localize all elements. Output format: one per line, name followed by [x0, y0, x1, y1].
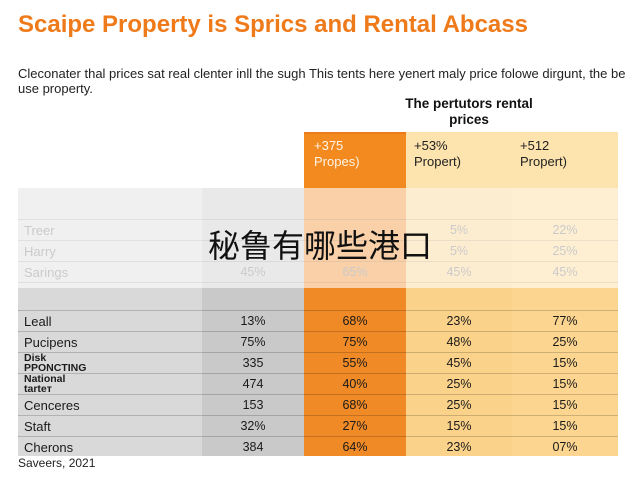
- table-row: Cherons 384 64% 23% 07%: [18, 436, 618, 458]
- table-cell: 15%: [552, 356, 578, 370]
- table-cell: 27%: [342, 419, 368, 433]
- row-label: Pucipens: [24, 335, 78, 350]
- table-row: Cenceres 153 68% 25% 15%: [18, 394, 618, 416]
- table-cell: 75%: [342, 335, 368, 349]
- chart-title: Scaipe Property is Sprics and Rental Abc…: [18, 11, 528, 38]
- source-note: Saveers, 2021: [18, 456, 96, 470]
- table-cell: 23%: [446, 440, 472, 454]
- row-label: Leall: [24, 314, 52, 329]
- table-cell: 15%: [552, 419, 578, 433]
- table-cell: 384: [242, 440, 264, 454]
- row-label: Cherons: [24, 440, 74, 455]
- row-label: Cenceres: [24, 398, 80, 413]
- table-cell: 68%: [342, 314, 368, 328]
- table-row: National tarteт 474 40% 25% 15%: [18, 373, 618, 395]
- table-cell: 45%: [446, 356, 472, 370]
- table-cell: 474: [242, 377, 264, 391]
- column-header-3: +53% Propert): [414, 138, 461, 169]
- table-cell: 40%: [342, 377, 368, 391]
- table-cell: 55%: [342, 356, 368, 370]
- table-cell: 15%: [446, 419, 472, 433]
- table-cell: 25%: [552, 335, 578, 349]
- row-label: Staft: [24, 419, 51, 434]
- column-group-header: The pertutors rental prices: [405, 96, 533, 127]
- fade-band: [18, 188, 618, 288]
- table-row: Pucipens 75% 75% 48% 25%: [18, 331, 618, 353]
- column-header-2: +375 Propes): [314, 138, 360, 169]
- row-label: Disk PPONCTING: [24, 352, 87, 374]
- table-cell: 48%: [446, 335, 472, 349]
- header-cell-2: [304, 132, 406, 190]
- table-row: Leall 13% 68% 23% 77%: [18, 310, 618, 332]
- table-cell: 15%: [552, 377, 578, 391]
- table-cell: 32%: [240, 419, 266, 433]
- table-row: Staft 32% 27% 15% 15%: [18, 415, 618, 437]
- table-cell: 07%: [552, 440, 578, 454]
- table-cell: 13%: [240, 314, 266, 328]
- table-cell: 15%: [552, 398, 578, 412]
- table-cell: 153: [242, 398, 264, 412]
- table-cell: 75%: [240, 335, 266, 349]
- chart-subtitle: Cleconater thal prices sat real clenter …: [18, 66, 626, 96]
- table-cell: 68%: [342, 398, 368, 412]
- table-cell: 25%: [446, 398, 472, 412]
- header-cell-4: [512, 132, 618, 188]
- table-cell: 335: [242, 356, 264, 370]
- table-row: Disk PPONCTING 335 55% 45% 15%: [18, 352, 618, 374]
- table-cell: 64%: [342, 440, 368, 454]
- overlay-text: 秘鲁有哪些港口: [207, 227, 432, 265]
- table-cell: 23%: [446, 314, 472, 328]
- table-cell: 77%: [552, 314, 578, 328]
- column-header-4: +512 Propert): [520, 138, 567, 169]
- table-cell: 25%: [446, 377, 472, 391]
- header-cell-3: [406, 132, 512, 188]
- row-label: National tarteт: [24, 373, 66, 395]
- header-blank: [18, 132, 304, 188]
